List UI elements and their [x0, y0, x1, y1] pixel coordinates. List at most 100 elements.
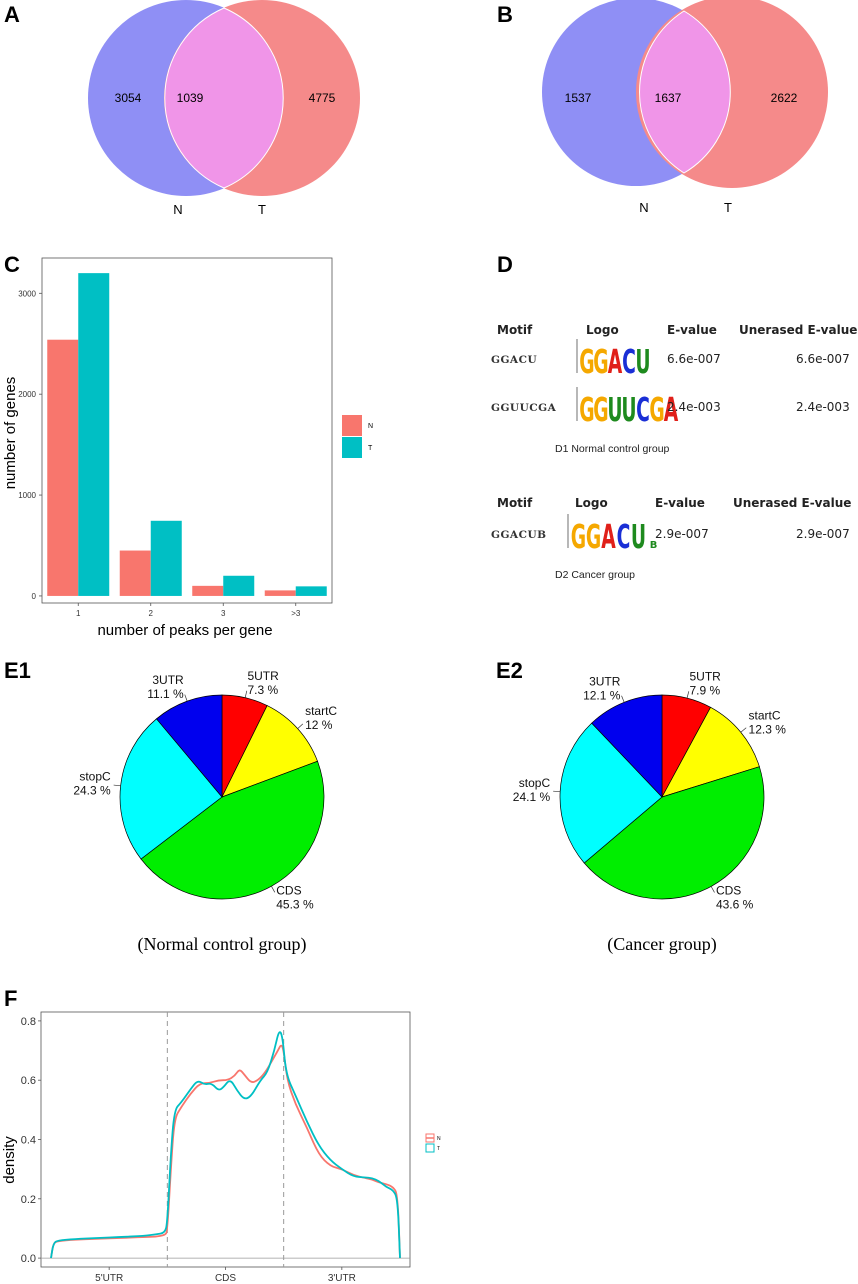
series-line-t — [50, 1031, 401, 1259]
e1-pct-3utr: 11.1 % — [147, 687, 184, 701]
panel-label-f: F — [4, 986, 17, 1011]
e2-pct-cds: 43.6 % — [716, 898, 754, 912]
e1-leader-cds — [271, 886, 276, 893]
line-legend-label-n: N — [437, 1136, 441, 1142]
bar-chart-c: number of genes number of peaks per gene… — [2, 257, 373, 639]
pie-e1-title: (Normal control group) — [138, 934, 307, 955]
e2-slice-stopc — [559, 722, 663, 864]
bar-xtick-label: 1 — [76, 609, 81, 618]
logo-letter-g: G — [649, 392, 664, 430]
d2-caption: D2 Cancer group — [555, 569, 635, 581]
bar-c-bars — [47, 273, 327, 596]
line-f-regions: 5'UTR CDS 3'UTR — [95, 1012, 356, 1284]
e1-slice-startc — [221, 705, 318, 798]
panel-label-d: D — [497, 252, 513, 277]
e1-label-5utr: 5UTR — [247, 669, 279, 683]
e1-slice-cds — [140, 760, 325, 900]
venn-a-overlap — [164, 7, 284, 189]
bar-xtick-label: 3 — [221, 609, 226, 618]
bar-xtick-label: >3 — [291, 609, 301, 618]
e2-pct-5utr: 7.9 % — [690, 684, 721, 698]
panel-label-e2: E2 — [496, 658, 523, 683]
e1-pct-cds: 45.3 % — [276, 897, 314, 911]
legend-box-n — [425, 1133, 435, 1143]
venn-b-label-n: N — [639, 200, 648, 215]
bar-n-2 — [119, 550, 151, 596]
logo-letter-c: C — [622, 344, 636, 382]
venn-b-overlap — [639, 10, 731, 174]
venn-a-t-only: 4775 — [309, 91, 336, 105]
venn-a-n-only: 3054 — [115, 91, 142, 105]
venn-b-n-only: 1537 — [565, 91, 592, 105]
legend-key-t — [342, 437, 362, 458]
e2-label-5utr: 5UTR — [690, 670, 722, 684]
e1-leader-3utr — [184, 694, 188, 702]
d1-row2-unerased: 2.4e-003 — [796, 400, 850, 414]
motif-table-d2: Motif Logo E-value Unerased E-value GGAC… — [491, 496, 851, 581]
e1-label-3utr: 3UTR — [152, 673, 184, 687]
series-line-n — [50, 1044, 401, 1259]
d1-row1-logo: GG A C U — [576, 339, 651, 382]
e2-slice-startc — [661, 706, 760, 798]
d1-header-unerased: Unerased E-value — [739, 323, 857, 337]
d2-header-evalue: E-value — [655, 496, 705, 510]
line-legend-label-t: T — [437, 1146, 440, 1152]
line-ytick-label: 0.0 — [21, 1253, 36, 1265]
d2-header-unerased: Unerased E-value — [733, 496, 851, 510]
bar-n-1 — [47, 339, 79, 596]
bar-xtick-label: 2 — [149, 609, 154, 618]
e2-pct-3utr: 12.1 % — [583, 688, 621, 702]
panel-label-a: A — [4, 2, 20, 27]
motif-table-d1: Motif Logo E-value Unerased E-value GGAC… — [491, 323, 857, 455]
e1-label-startc: startC — [305, 704, 337, 718]
e2-pct-startc: 12.3 % — [749, 722, 787, 736]
pie-e2-title: (Cancer group) — [607, 934, 716, 955]
line-chart-f: density 0.0 0.2 0.4 0.6 0.8 5'UTR CDS 3'UTR N … — [1, 1011, 441, 1284]
d1-header-evalue: E-value — [667, 323, 717, 337]
d1-caption: D1 Normal control group — [555, 443, 670, 455]
line-ytick-label: 0.2 — [21, 1194, 36, 1206]
venn-a-both: 1039 — [177, 91, 204, 105]
bar-c-frame — [41, 257, 333, 604]
line-xtick-label: 5'UTR — [95, 1273, 123, 1284]
d1-row2-motif: GGUUCGA — [491, 402, 557, 414]
bar-ytick-label: 0 — [32, 592, 37, 601]
d1-row1-motif: GGACU — [491, 354, 537, 366]
venn-a: 3054 1039 4775 N T — [88, 0, 360, 217]
bar-t-1 — [78, 273, 110, 596]
d1-row2-evalue: 2.4e-003 — [667, 400, 721, 414]
bar-c-xlabel: number of peaks per gene — [97, 622, 272, 639]
e1-pct-stopc: 24.3 % — [73, 783, 111, 797]
e1-pct-startc: 12 % — [305, 718, 333, 732]
line-f-frame — [40, 1011, 411, 1268]
line-f-ylabel: density — [1, 1136, 18, 1184]
d2-row1-evalue: 2.9e-007 — [655, 527, 709, 541]
logo-letter-g: G — [579, 344, 594, 382]
bar-n-3 — [192, 585, 224, 596]
bar-ytick-label: 2000 — [18, 390, 36, 399]
venn-b-t-only: 2622 — [771, 91, 798, 105]
logo-letter-a: A — [601, 519, 616, 557]
logo-letter-c: C — [617, 519, 631, 557]
logo-letter-g: G — [586, 519, 601, 557]
logo-letter-a: A — [608, 344, 623, 382]
e2-slice-cds — [583, 766, 765, 900]
legend-label-t: T — [368, 445, 373, 452]
line-ytick-label: 0.8 — [21, 1016, 36, 1028]
d2-row1-motif: GGACUB — [491, 529, 546, 541]
logo-letter-g: G — [579, 392, 594, 430]
legend-key-n — [342, 415, 362, 436]
e1-leader-5utr — [244, 690, 248, 698]
logo-letter-c: C — [636, 392, 650, 430]
legend-label-n: N — [368, 423, 373, 430]
e1-pct-5utr: 7.3 % — [247, 683, 278, 697]
e2-leader-3utr — [621, 695, 625, 703]
line-ytick-label: 0.6 — [21, 1075, 36, 1087]
bar-n-4 — [264, 590, 296, 596]
d1-row2-logo: GGUU C G A — [576, 387, 679, 430]
e2-leader-startc — [740, 727, 747, 733]
panel-label-c: C — [4, 252, 20, 277]
logo-letter-b: B — [650, 540, 658, 551]
line-f-yticks: 0.0 0.2 0.4 0.6 0.8 — [21, 1016, 410, 1265]
